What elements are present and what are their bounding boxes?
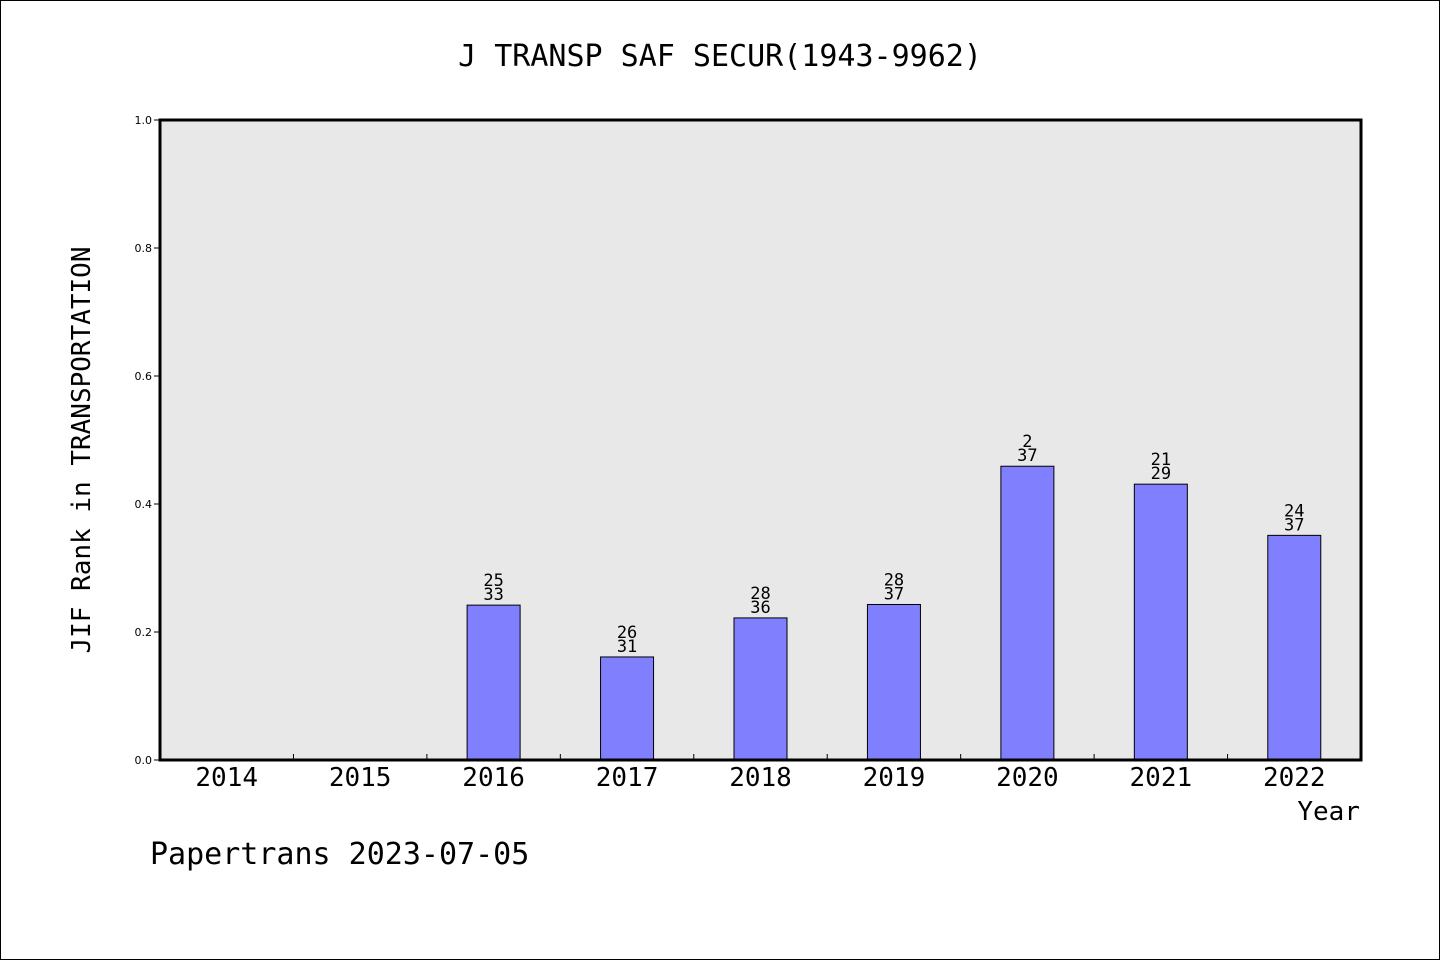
bar-label-total: 33 (483, 585, 503, 605)
y-axis: 0.0 0.2 0.4 0.6 0.8 1.0 (135, 114, 160, 767)
bar-label-total: 29 (1151, 464, 1171, 484)
bar-label-total: 31 (617, 637, 637, 657)
bar-label-rank: 21 (1151, 450, 1171, 470)
bar-label-total: 37 (884, 584, 904, 604)
x-axis: 2014 2015 2016 2017 2018 2019 2020 2021 2022 (195, 754, 1326, 793)
bar-label-total: 37 (1284, 515, 1304, 535)
bar-2020 (1000, 465, 1055, 761)
x-tick-label: 2014 (195, 763, 258, 793)
bar-2017 (600, 656, 655, 761)
bar-label-rank: 28 (884, 570, 904, 590)
x-tick-label: 2021 (1130, 763, 1193, 793)
bar-label-rank: 25 (483, 571, 503, 591)
y-tick-label: 1.0 (135, 114, 153, 127)
x-tick-label: 2016 (462, 763, 525, 793)
x-tick-label: 2019 (863, 763, 926, 793)
x-tick-label: 2018 (729, 763, 792, 793)
bar-2018 (733, 617, 788, 761)
bar-label-rank: 28 (750, 584, 770, 604)
bar-series (466, 465, 1322, 761)
bar-2021 (1133, 483, 1188, 761)
footer-stamp: Papertrans 2023-07-05 (150, 837, 529, 872)
y-tick-label: 0.8 (135, 242, 153, 255)
bar-label-total: 37 (1017, 446, 1037, 466)
y-tick-label: 0.2 (135, 626, 153, 639)
bar-2016 (466, 604, 521, 761)
bar-2019 (866, 603, 921, 761)
x-tick-label: 2022 (1263, 763, 1326, 793)
bar-label-rank: 2 (1022, 432, 1032, 452)
y-tick-label: 0.0 (135, 754, 153, 767)
x-tick-label: 2015 (329, 763, 392, 793)
bar-2022 (1267, 534, 1322, 761)
x-axis-label: Year (1297, 797, 1360, 827)
bar-label-total: 36 (750, 598, 770, 618)
bar-label-rank: 26 (617, 623, 637, 643)
plot-border (158, 118, 1363, 762)
x-tick-label: 2017 (596, 763, 659, 793)
y-axis-label: JIF Rank in TRANSPORTATION (67, 247, 97, 654)
y-tick-label: 0.6 (135, 370, 153, 383)
x-tick-label: 2020 (996, 763, 1059, 793)
bar-label-rank: 24 (1284, 501, 1304, 521)
y-tick-label: 0.4 (135, 498, 153, 511)
chart-title: J TRANSP SAF SECUR(1943-9962) (458, 39, 982, 74)
